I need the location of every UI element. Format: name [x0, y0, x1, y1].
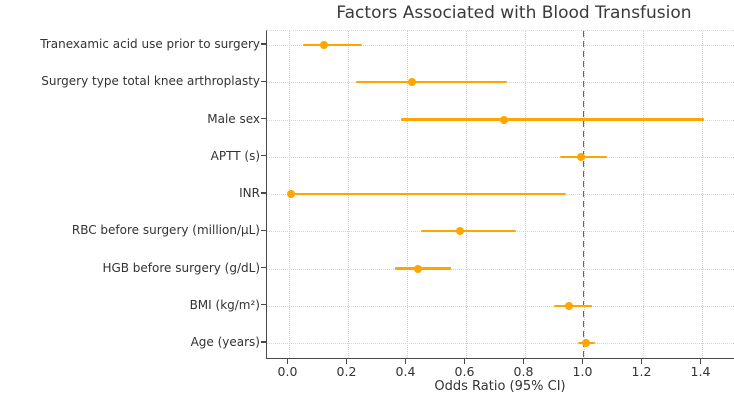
x-tick-mark	[286, 359, 289, 364]
category-label: BMI (kg/m²)	[189, 297, 260, 312]
ci-bar	[356, 81, 507, 84]
point-marker	[564, 301, 573, 310]
point-marker	[408, 78, 417, 87]
x-tick-label: 0.4	[395, 364, 416, 379]
point-marker	[414, 264, 423, 273]
x-tick-mark	[463, 359, 466, 364]
ci-bar	[394, 267, 451, 270]
category-label: Male sex	[207, 111, 260, 126]
x-tick-label: 1.0	[572, 364, 593, 379]
chart-title: Factors Associated with Blood Transfusio…	[336, 3, 692, 23]
x-tick-label: 0.2	[336, 364, 357, 379]
x-tick-mark	[640, 359, 643, 364]
y-gridline	[267, 343, 734, 344]
point-marker	[319, 41, 328, 49]
y-tick-mark	[261, 229, 266, 231]
point-marker	[582, 339, 591, 347]
category-label: RBC before surgery (million/μL)	[71, 223, 260, 238]
y-tick-mark	[261, 117, 266, 120]
x-tick-label: 1.4	[690, 364, 711, 379]
y-tick-mark	[261, 192, 266, 194]
category-label: Tranexamic acid use prior to surgery	[40, 37, 260, 51]
x-tick-label: 1.2	[631, 364, 652, 379]
y-gridline	[267, 45, 734, 46]
y-tick-mark	[261, 341, 266, 343]
y-gridline	[267, 156, 734, 158]
y-tick-mark	[261, 304, 266, 306]
y-tick-mark	[261, 155, 266, 157]
x-tick-label: 0.0	[277, 364, 298, 379]
category-label: HGB before surgery (g/dL)	[102, 260, 260, 275]
y-tick-mark	[261, 266, 266, 269]
x-axis-title: Odds Ratio (95% CI)	[434, 379, 566, 394]
ci-bar	[303, 43, 363, 47]
ci-bar	[400, 118, 705, 121]
category-label: INR	[239, 186, 260, 200]
reference-line	[582, 31, 585, 358]
x-tick-mark	[522, 359, 525, 364]
x-tick-label: 0.8	[513, 364, 534, 379]
x-tick-mark	[345, 359, 348, 364]
x-tick-mark	[581, 359, 584, 364]
plot-area	[266, 30, 734, 359]
x-tick-mark	[699, 359, 702, 364]
x-tick-mark	[404, 359, 407, 364]
y-gridline	[267, 305, 734, 307]
point-marker	[499, 115, 508, 124]
category-label: APTT (s)	[210, 148, 260, 163]
category-label: Surgery type total knee arthroplasty	[41, 74, 260, 89]
y-tick-mark	[261, 80, 266, 82]
y-gridline	[267, 268, 734, 270]
category-label: Age (years)	[190, 335, 260, 349]
ci-bar	[554, 304, 593, 307]
ci-bar	[421, 230, 516, 233]
y-tick-mark	[261, 43, 266, 45]
ci-bar	[288, 192, 566, 196]
x-tick-label: 0.6	[454, 364, 475, 379]
point-marker	[576, 152, 585, 161]
point-marker	[455, 227, 464, 236]
point-marker	[287, 190, 296, 198]
